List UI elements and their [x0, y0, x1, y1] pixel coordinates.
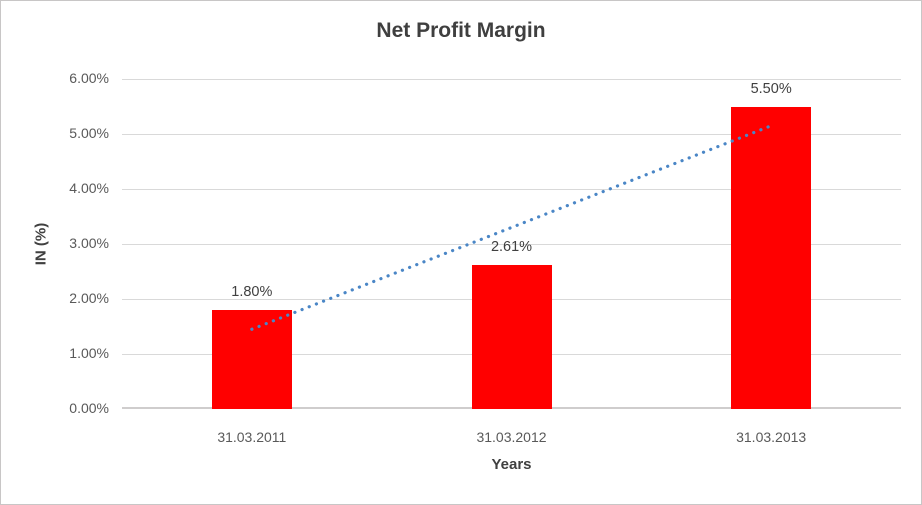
y-tick-label: 6.00%: [69, 70, 109, 86]
y-tick-label: 2.00%: [69, 290, 109, 306]
bar-value-label: 2.61%: [490, 239, 533, 256]
y-tick-label: 5.00%: [69, 125, 109, 141]
x-tick-label: 31.03.2011: [217, 429, 287, 445]
plot-area: 1.80% 2.61% 5.50%: [122, 79, 901, 409]
gridline: [122, 244, 901, 245]
gridline: [122, 79, 901, 80]
y-tick-label: 1.00%: [69, 345, 109, 361]
bar-value-label: 1.80%: [231, 284, 273, 300]
bar-value-label: 5.50%: [750, 80, 792, 97]
bar: [731, 106, 812, 409]
trendline: [250, 124, 773, 331]
gridline: [122, 189, 901, 190]
y-tick-label: 4.00%: [69, 180, 109, 196]
y-tick-label: 0.00%: [69, 400, 109, 416]
trendline-path: [250, 124, 773, 331]
gridline: [122, 134, 901, 135]
x-axis-title: Years: [491, 456, 532, 473]
x-tick-label: 31.03.2013: [736, 429, 807, 445]
bar: [471, 265, 552, 409]
chart-title: Net Profit Margin: [376, 19, 546, 42]
x-tick-label: 31.03.2012: [476, 429, 547, 445]
bar: [211, 310, 292, 409]
y-tick-label: 3.00%: [69, 235, 109, 251]
